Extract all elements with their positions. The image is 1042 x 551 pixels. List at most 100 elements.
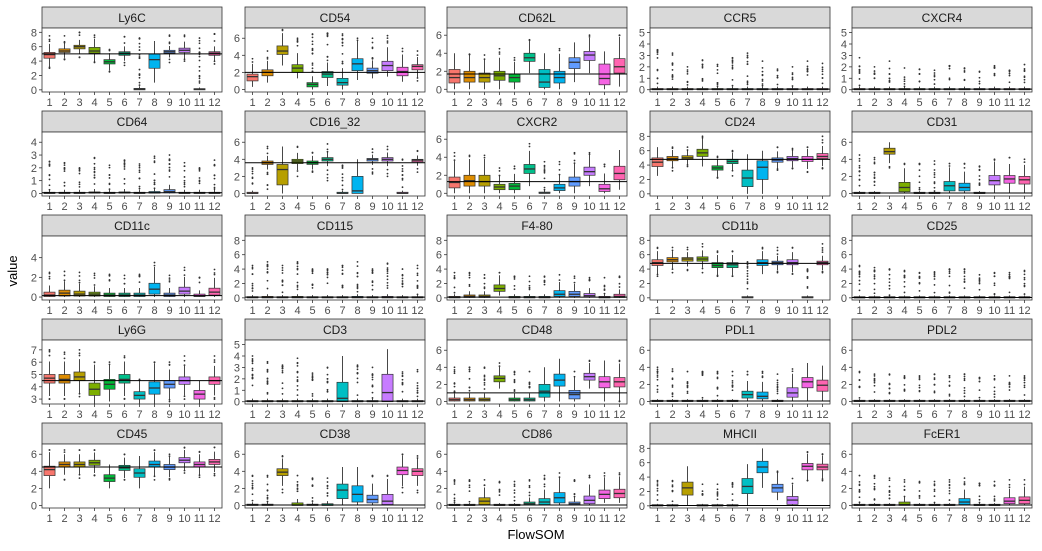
outlier-point bbox=[168, 166, 171, 169]
y-tick-label-CD25-2: 2 bbox=[841, 278, 847, 290]
outlier-point bbox=[108, 70, 111, 73]
x-tick-label-CCR5-6: 6 bbox=[729, 97, 735, 109]
outlier-point bbox=[963, 71, 966, 73]
x-tick-label-CD25-2: 2 bbox=[871, 305, 877, 317]
outlier-point bbox=[281, 364, 284, 367]
outlier-point bbox=[746, 80, 749, 83]
outlier-point bbox=[791, 78, 794, 80]
outlier-point bbox=[326, 55, 329, 58]
outlier-point bbox=[356, 265, 359, 268]
outlier-point bbox=[543, 177, 546, 180]
outlier-point bbox=[993, 64, 996, 67]
x-tick-label-CD38-8: 8 bbox=[354, 513, 360, 525]
outlier-point bbox=[746, 370, 749, 373]
box-CD45-6 bbox=[118, 453, 131, 481]
box-body bbox=[336, 483, 349, 499]
outlier-point bbox=[791, 167, 794, 170]
x-tick-label-CXCR2-3: 3 bbox=[481, 201, 487, 213]
outlier-point bbox=[963, 275, 966, 278]
outlier-point bbox=[168, 400, 171, 403]
outlier-point bbox=[266, 369, 269, 372]
outlier-point bbox=[686, 72, 689, 75]
outlier-point bbox=[311, 378, 314, 381]
outlier-point bbox=[746, 75, 749, 78]
outlier-point bbox=[933, 163, 936, 166]
x-tick-label-CD11b-8: 8 bbox=[759, 305, 765, 317]
x-tick-label-F4-80-11: 11 bbox=[599, 305, 610, 317]
outlier-point bbox=[251, 369, 254, 372]
strip-title-CD45: CD45 bbox=[117, 427, 148, 441]
outlier-point bbox=[138, 273, 141, 276]
x-tick-label-PDL2-1: 1 bbox=[856, 409, 862, 421]
outlier-point bbox=[138, 68, 141, 71]
x-tick-label-CD16_32-1: 1 bbox=[249, 201, 255, 213]
x-tick-label-CCR5-10: 10 bbox=[786, 97, 798, 109]
outlier-point bbox=[963, 379, 966, 382]
box-CXCR2-1 bbox=[448, 151, 461, 194]
outlier-point bbox=[168, 42, 171, 45]
outlier-point bbox=[933, 160, 936, 162]
outlier-point bbox=[903, 67, 906, 69]
x-axis-title: FlowSOM bbox=[507, 527, 564, 542]
outlier-point bbox=[686, 248, 689, 251]
box-CD45-11 bbox=[193, 450, 206, 479]
outlier-point bbox=[341, 42, 344, 44]
plot-area-CD115 bbox=[244, 235, 426, 301]
box-CD3-10 bbox=[381, 349, 394, 403]
outlier-point bbox=[513, 489, 516, 492]
outlier-point bbox=[528, 491, 531, 494]
y-tick-label-CD115-8: 8 bbox=[234, 235, 240, 247]
outlier-point bbox=[498, 170, 501, 172]
outlier-point bbox=[776, 270, 779, 273]
outlier-point bbox=[873, 377, 876, 380]
outlier-point bbox=[746, 54, 749, 57]
outlier-point bbox=[483, 273, 486, 276]
x-tick-label-CD3-1: 1 bbox=[249, 409, 255, 421]
outlier-point bbox=[311, 500, 314, 502]
outlier-point bbox=[123, 282, 126, 285]
outlier-point bbox=[731, 384, 734, 386]
outlier-point bbox=[671, 484, 674, 487]
outlier-point bbox=[776, 390, 779, 393]
strip-title-CD11b: CD11b bbox=[722, 219, 759, 233]
outlier-point bbox=[873, 77, 876, 80]
x-tick-label-CD3-2: 2 bbox=[264, 409, 270, 421]
outlier-point bbox=[296, 487, 299, 490]
outlier-point bbox=[311, 283, 314, 286]
outlier-point bbox=[341, 269, 344, 272]
outlier-point bbox=[93, 162, 96, 165]
x-tick-label-CD86-10: 10 bbox=[583, 513, 595, 525]
x-tick-label-PDL2-6: 6 bbox=[931, 409, 937, 421]
x-tick-label-CD45-7: 7 bbox=[136, 513, 142, 525]
outlier-point bbox=[573, 480, 576, 483]
y-tick-label-CD25-4: 4 bbox=[841, 264, 847, 276]
outlier-point bbox=[873, 171, 876, 174]
outlier-point bbox=[933, 483, 936, 486]
y-tick-label-CD3-5: 5 bbox=[234, 340, 240, 352]
outlier-point bbox=[356, 283, 359, 286]
box-body bbox=[801, 377, 814, 389]
box-CD11b-4 bbox=[696, 243, 709, 274]
outlier-point bbox=[1023, 78, 1026, 81]
outlier-point bbox=[543, 166, 546, 168]
x-tick-label-CD31-5: 5 bbox=[916, 201, 922, 213]
outlier-point bbox=[888, 284, 891, 287]
outlier-point bbox=[993, 282, 996, 285]
outlier-point bbox=[671, 78, 674, 81]
outlier-point bbox=[761, 370, 764, 373]
outlier-point bbox=[761, 78, 764, 81]
box-CD62L-7 bbox=[538, 53, 551, 90]
y-tick-label-CD64-1: 1 bbox=[31, 176, 37, 188]
outlier-point bbox=[93, 166, 96, 169]
outlier-point bbox=[671, 368, 674, 370]
x-tick-label-Ly6G-2: 2 bbox=[61, 409, 67, 421]
outlier-point bbox=[716, 377, 719, 380]
y-tick-label-FcER1-4: 4 bbox=[841, 466, 847, 478]
box-CD48-6 bbox=[523, 370, 536, 402]
outlier-point bbox=[791, 482, 794, 485]
outlier-point bbox=[963, 287, 966, 290]
outlier-point bbox=[401, 453, 404, 456]
outlier-point bbox=[933, 190, 936, 192]
